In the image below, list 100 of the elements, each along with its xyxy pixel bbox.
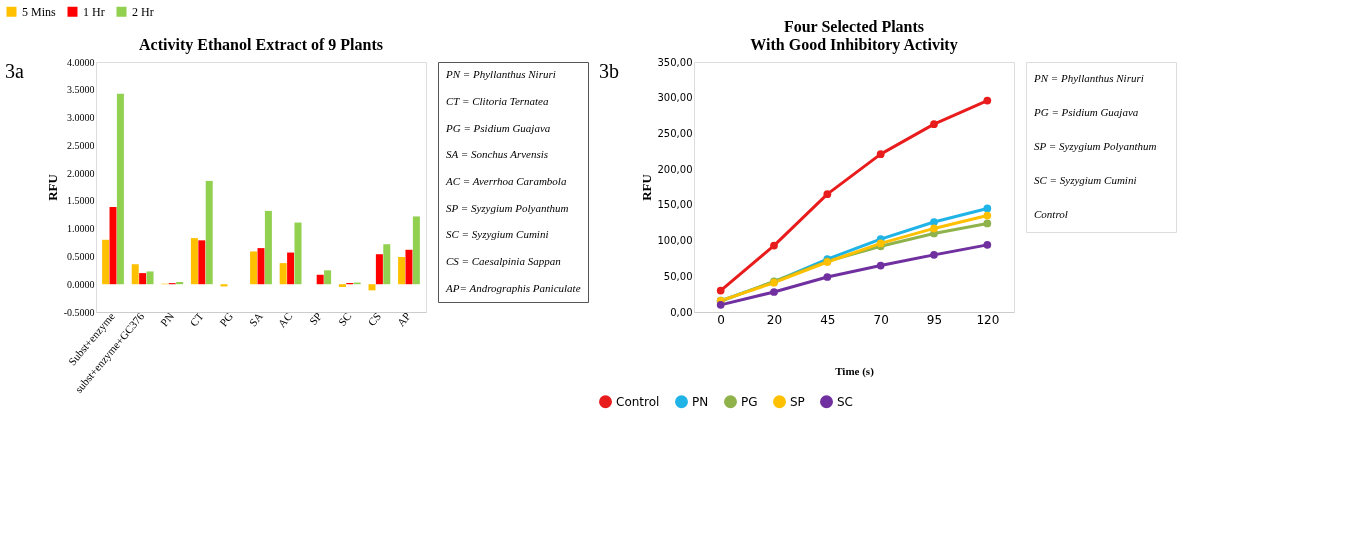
y-tick-label: 2.5000: [67, 139, 95, 151]
point: [930, 250, 938, 259]
bar: [324, 270, 332, 285]
chart-title: Activity Ethanol Extract of 9 Plants: [139, 36, 383, 54]
bar: [109, 207, 117, 285]
y-tick-label: 2.0000: [67, 167, 95, 179]
bar: [405, 249, 413, 285]
bar: [398, 257, 406, 285]
text: SC = Syzygium Cumini: [1034, 174, 1137, 186]
y-tick-label: 1.5000: [67, 195, 95, 207]
point: [930, 120, 938, 129]
bar: [205, 180, 213, 285]
point: [823, 190, 832, 199]
text: PG = Psidium Guajava: [1033, 106, 1139, 118]
bar: [368, 284, 376, 291]
point: [983, 240, 992, 249]
text: CT = Clitoria Ternatea: [446, 95, 549, 107]
text: SP = Syzygium Polyanthum: [446, 201, 569, 214]
y-tick-label: 150,00: [657, 199, 693, 211]
x-tick-label: AC: [275, 310, 295, 330]
legend-label: 2 Hr: [132, 4, 154, 19]
point: [930, 218, 938, 226]
bar: [412, 216, 420, 285]
legend-label: SC: [837, 394, 853, 409]
bar: [257, 248, 265, 285]
bar: [287, 252, 295, 285]
y-tick-label: 0.0000: [67, 278, 95, 290]
y-tick-label: 100,00: [657, 235, 693, 247]
bar: [383, 244, 391, 285]
text: CS = Caesalpinia Sappan: [446, 255, 562, 267]
text: PN = Phyllanthus Niruri: [1033, 72, 1144, 84]
point: [983, 96, 992, 105]
x-axis-title: Time (s): [835, 364, 875, 378]
y-axis-title: RFU: [44, 173, 60, 201]
point: [983, 211, 992, 220]
x-tick-label: 0: [717, 312, 725, 327]
x-tick-label: 120: [976, 312, 1000, 327]
x-tick-label: 45: [820, 312, 836, 327]
legend-label: 5 Mins: [22, 4, 56, 19]
legend-label: PN: [692, 394, 709, 409]
text: PG = Psidium Guajava: [445, 121, 551, 134]
y-tick-label: 350,00: [657, 56, 693, 68]
bar: [250, 251, 258, 285]
point: [983, 204, 992, 213]
text: 3a: [5, 60, 24, 82]
y-tick-label: 250,00: [657, 127, 693, 139]
x-tick-label: CT: [187, 309, 206, 329]
legend-label: Control: [616, 394, 660, 409]
x-tick-label: AP: [394, 310, 413, 329]
point: [876, 261, 885, 270]
bar: [375, 254, 383, 285]
legend-label: PG: [741, 394, 758, 409]
bar: [316, 274, 324, 285]
y-tick-label: 50,00: [663, 270, 693, 282]
x-tick-label: PG: [217, 309, 236, 329]
y-tick-label: 1.0000: [67, 223, 95, 235]
point: [823, 273, 832, 281]
text: AC = Averrhoa Carambola: [445, 175, 567, 187]
x-tick-label: 20: [766, 312, 783, 327]
bar: [139, 273, 147, 285]
chart-title: Four Selected Plants With Good Inhibitory Activity: [750, 18, 958, 54]
y-tick-label: 300,00: [657, 92, 693, 104]
point: [983, 219, 992, 228]
point: [716, 286, 725, 295]
y-tick-label: 4.0000: [67, 56, 95, 68]
text: SP = Syzygium Polyanthum: [1034, 140, 1157, 152]
point: [770, 241, 778, 250]
bar: [146, 271, 154, 285]
text: 3b: [599, 60, 619, 82]
bar: [102, 239, 110, 285]
y-tick-label: 0,00: [670, 306, 693, 318]
point: [876, 150, 885, 159]
text: PN = Phyllanthus Niruri: [445, 68, 556, 81]
x-tick-label: SA: [246, 309, 265, 329]
point: [930, 224, 938, 233]
bar: [131, 264, 139, 285]
bar: [198, 240, 206, 285]
x-tick-label: 95: [926, 312, 943, 327]
y-tick-label: 3.5000: [67, 84, 95, 96]
bar: [190, 238, 198, 285]
x-tick-label: 70: [873, 312, 889, 327]
text: AP= Andrographis Paniculate: [445, 281, 581, 294]
x-tick-label: CS: [365, 310, 384, 329]
bar: [264, 210, 272, 285]
y-axis-title: RFU: [638, 173, 654, 201]
y-tick-label: 0.5000: [67, 250, 95, 262]
text: Control: [1034, 208, 1068, 220]
text: SA = Sonchus Arvensis: [446, 148, 549, 161]
y-tick-label: 3.0000: [67, 112, 95, 124]
text: SC = Syzygium Cumini: [446, 228, 549, 241]
bar: [116, 93, 124, 285]
x-tick-label: SC: [335, 310, 354, 329]
legend-label: SP: [790, 394, 805, 409]
point: [770, 288, 778, 296]
legend-label: 1 Hr: [83, 4, 105, 19]
bar: [279, 263, 287, 285]
y-tick-label: 200,00: [657, 163, 693, 175]
bar: [338, 284, 346, 287]
bar: [294, 222, 302, 285]
x-tick-label: SP: [306, 310, 325, 328]
